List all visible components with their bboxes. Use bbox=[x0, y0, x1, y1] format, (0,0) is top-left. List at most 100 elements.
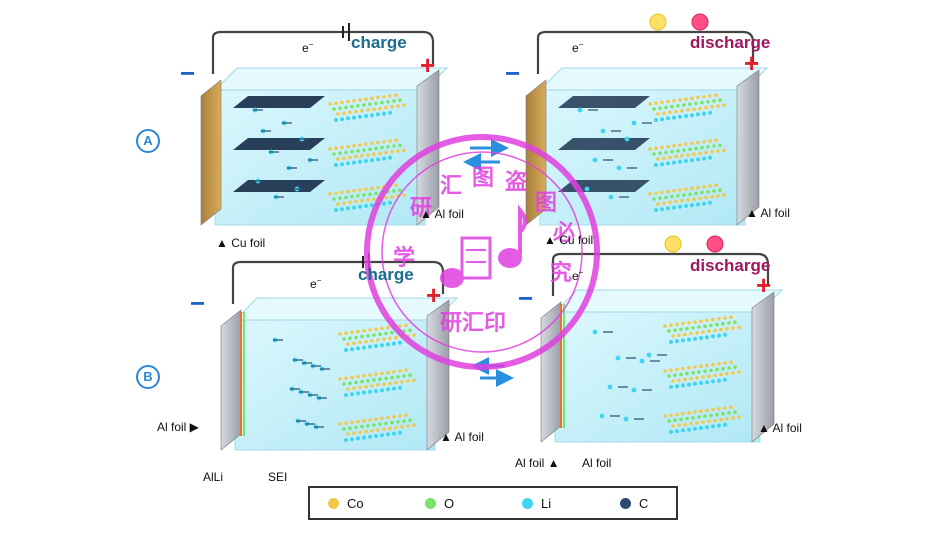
lattice-atom bbox=[737, 370, 741, 375]
lattice-atom bbox=[683, 332, 687, 337]
li-ion bbox=[364, 114, 368, 118]
lattice-atom bbox=[662, 156, 666, 160]
lattice-atom bbox=[388, 139, 392, 143]
lattice-atom bbox=[364, 142, 368, 146]
lattice-atom bbox=[382, 337, 386, 342]
lattice-atom bbox=[676, 194, 680, 198]
lattice-atom bbox=[370, 96, 374, 101]
li-ion bbox=[374, 389, 378, 393]
lattice-atom bbox=[412, 423, 416, 428]
li-ion bbox=[334, 208, 338, 212]
lattice-atom bbox=[368, 373, 372, 377]
lattice-atom bbox=[676, 149, 680, 153]
li-ion bbox=[678, 159, 682, 164]
lattice-atom bbox=[352, 386, 356, 391]
lattice-atom bbox=[342, 156, 346, 160]
lattice-atom bbox=[712, 144, 716, 148]
lattice-atom bbox=[731, 416, 735, 420]
lattice-atom bbox=[670, 149, 674, 154]
li-ion bbox=[380, 433, 384, 438]
lattice-atom bbox=[691, 416, 695, 420]
lattice-atom bbox=[695, 421, 699, 425]
lattice-atom bbox=[664, 105, 668, 110]
al-foil-label: Al foil bbox=[582, 456, 612, 470]
lattice-atom bbox=[398, 188, 402, 192]
sei-label: SEI bbox=[268, 470, 288, 484]
lattice-atom bbox=[692, 107, 696, 111]
lattice-atom bbox=[384, 331, 388, 336]
external-wire bbox=[551, 252, 770, 296]
li-ion bbox=[600, 128, 606, 134]
lattice-atom bbox=[396, 375, 400, 379]
lattice-atom bbox=[392, 144, 396, 148]
li-ion bbox=[584, 186, 590, 192]
electron-charge: − bbox=[316, 276, 322, 285]
li-ion bbox=[392, 386, 396, 391]
lattice-atom bbox=[696, 140, 700, 145]
lattice-atom bbox=[674, 154, 678, 159]
lattice-atom bbox=[342, 201, 346, 205]
lattice-atom bbox=[350, 375, 354, 380]
lattice-atom bbox=[674, 109, 678, 114]
lattice-atom bbox=[684, 187, 688, 191]
graphite-layer bbox=[233, 180, 325, 192]
lattice-atom bbox=[675, 322, 679, 327]
lattice-atom bbox=[671, 424, 675, 428]
lattice-atom bbox=[703, 369, 707, 374]
electron-label: e− bbox=[302, 40, 313, 55]
li-ion bbox=[376, 157, 380, 162]
mode-label: discharge bbox=[690, 256, 771, 275]
cu-foil-label: ▲ Cu foil bbox=[216, 236, 266, 250]
row-label-b: B bbox=[136, 365, 160, 389]
lattice-atom bbox=[703, 414, 707, 419]
li-ion bbox=[350, 392, 354, 397]
li-ion bbox=[356, 436, 360, 441]
lattice-atom bbox=[398, 369, 402, 373]
lattice-atom bbox=[380, 371, 384, 376]
lattice-atom bbox=[695, 376, 699, 380]
lattice-atom bbox=[406, 424, 410, 428]
lattice-atom bbox=[652, 152, 656, 156]
li-ion bbox=[392, 431, 396, 436]
legend-item-co: Co bbox=[328, 496, 364, 511]
lattice-atom bbox=[360, 154, 364, 158]
lattice-atom bbox=[344, 195, 348, 200]
li-ion bbox=[711, 424, 715, 429]
li-ion bbox=[666, 206, 670, 211]
lattice-atom bbox=[708, 184, 712, 188]
lattice-atom bbox=[692, 197, 696, 201]
li-ion bbox=[334, 118, 338, 122]
li-ion bbox=[669, 340, 673, 344]
lattice-atom bbox=[725, 372, 729, 376]
lattice-atom bbox=[372, 197, 376, 201]
li-ion bbox=[364, 159, 368, 163]
electrolyte-top bbox=[213, 67, 449, 91]
lattice-atom bbox=[338, 377, 342, 381]
lattice-atom bbox=[366, 108, 370, 112]
li-ion bbox=[690, 203, 694, 208]
al-foil bbox=[736, 69, 760, 226]
lattice-atom bbox=[692, 152, 696, 156]
lattice-atom bbox=[358, 340, 362, 345]
lattice-atom bbox=[352, 341, 356, 346]
lattice-atom bbox=[699, 364, 703, 369]
lattice-atom bbox=[681, 411, 685, 416]
lattice-atom bbox=[718, 98, 722, 102]
lattice-atom bbox=[394, 93, 398, 97]
lattice-atom bbox=[370, 186, 374, 191]
legend: Co O Li C bbox=[308, 486, 678, 520]
lattice-atom bbox=[663, 414, 667, 418]
li-ion bbox=[693, 426, 697, 431]
lattice-atom bbox=[376, 338, 380, 342]
lattice-atom bbox=[348, 381, 352, 386]
li-ion bbox=[678, 114, 682, 119]
lattice-atom bbox=[348, 200, 352, 205]
plus-sign: + bbox=[420, 50, 436, 80]
lattice-atom bbox=[705, 363, 709, 368]
lattice-atom bbox=[666, 144, 670, 149]
li-ion bbox=[672, 205, 676, 210]
lattice-atom bbox=[656, 202, 660, 206]
li-ion bbox=[708, 200, 712, 205]
lattice-atom bbox=[695, 331, 699, 335]
bulb-icon bbox=[664, 235, 682, 253]
